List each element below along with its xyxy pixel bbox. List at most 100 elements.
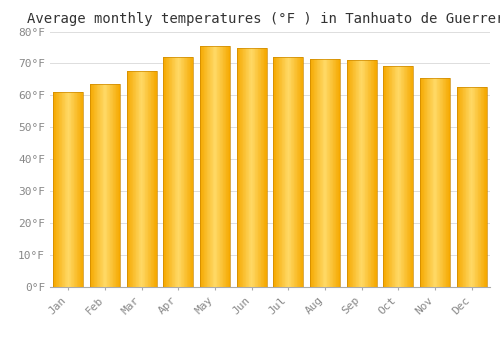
Bar (221, 46, 222, 287)
Bar (354, 60, 355, 287)
Bar (209, 46, 210, 287)
Bar (319, 59, 320, 287)
Bar (58, 92, 59, 287)
Bar (328, 59, 329, 287)
Bar (211, 46, 212, 287)
Bar (214, 46, 215, 287)
Bar (366, 60, 367, 287)
Bar (240, 48, 241, 287)
Bar (368, 60, 369, 287)
Bar (367, 60, 368, 287)
Bar (239, 48, 240, 287)
Bar (164, 57, 165, 287)
Bar (397, 66, 398, 287)
Bar (274, 57, 304, 287)
Bar (57, 92, 58, 287)
Bar (385, 66, 386, 287)
Bar (142, 71, 143, 287)
Bar (324, 59, 325, 287)
Bar (363, 60, 364, 287)
Bar (400, 66, 402, 287)
Bar (456, 88, 458, 287)
Bar (138, 71, 140, 287)
Bar (294, 57, 295, 287)
Bar (355, 60, 356, 287)
Bar (374, 60, 375, 287)
Bar (326, 59, 328, 287)
Bar (290, 57, 292, 287)
Bar (182, 57, 183, 287)
Bar (447, 78, 448, 287)
Bar (75, 92, 76, 287)
Bar (79, 92, 80, 287)
Bar (101, 84, 102, 287)
Bar (350, 60, 351, 287)
Bar (335, 59, 336, 287)
Bar (391, 66, 392, 287)
Bar (130, 71, 131, 287)
Bar (147, 71, 148, 287)
Bar (276, 57, 277, 287)
Bar (288, 57, 289, 287)
Bar (241, 48, 242, 287)
Bar (329, 59, 330, 287)
Bar (178, 57, 179, 287)
Bar (318, 59, 319, 287)
Bar (264, 48, 265, 287)
Bar (218, 46, 219, 287)
Bar (70, 92, 72, 287)
Bar (67, 92, 68, 287)
Bar (315, 59, 316, 287)
Bar (110, 84, 111, 287)
Bar (282, 57, 283, 287)
Bar (431, 78, 432, 287)
Bar (295, 57, 296, 287)
Bar (236, 48, 266, 287)
Bar (74, 92, 75, 287)
Bar (171, 57, 172, 287)
Bar (438, 78, 439, 287)
Bar (259, 48, 260, 287)
Bar (202, 46, 203, 287)
Bar (361, 60, 362, 287)
Bar (471, 88, 472, 287)
Bar (384, 66, 414, 287)
Bar (220, 46, 221, 287)
Bar (263, 48, 264, 287)
Bar (478, 88, 479, 287)
Bar (146, 71, 147, 287)
Bar (177, 57, 178, 287)
Bar (405, 66, 406, 287)
Bar (287, 57, 288, 287)
Bar (129, 71, 130, 287)
Bar (204, 46, 205, 287)
Bar (96, 84, 98, 287)
Bar (320, 59, 321, 287)
Bar (78, 92, 79, 287)
Bar (172, 57, 173, 287)
Bar (286, 57, 287, 287)
Bar (346, 60, 348, 287)
Bar (390, 66, 391, 287)
Bar (150, 71, 152, 287)
Bar (253, 48, 254, 287)
Bar (321, 59, 322, 287)
Bar (167, 57, 168, 287)
Bar (170, 57, 171, 287)
Bar (126, 71, 156, 287)
Bar (473, 88, 474, 287)
Bar (412, 66, 414, 287)
Bar (408, 66, 409, 287)
Bar (262, 48, 263, 287)
Bar (206, 46, 208, 287)
Bar (219, 46, 220, 287)
Bar (356, 60, 357, 287)
Bar (466, 88, 467, 287)
Bar (423, 78, 424, 287)
Bar (132, 71, 134, 287)
Bar (352, 60, 354, 287)
Bar (226, 46, 227, 287)
Bar (310, 59, 340, 287)
Bar (461, 88, 462, 287)
Bar (62, 92, 63, 287)
